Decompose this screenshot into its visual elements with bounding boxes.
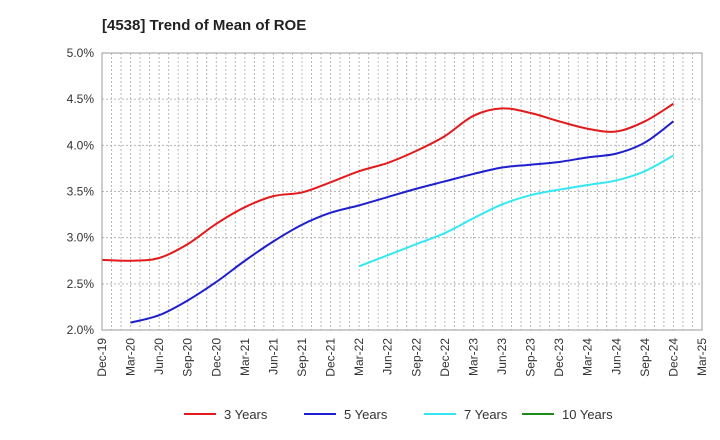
x-tick-label: Dec-24: [666, 338, 680, 377]
y-tick-label: 3.5%: [67, 185, 95, 199]
y-tick-label: 2.5%: [67, 277, 95, 291]
legend-label: 5 Years: [344, 407, 388, 422]
x-tick-label: Sep-24: [638, 338, 652, 377]
x-tick-label: Mar-22: [352, 338, 366, 376]
y-tick-label: 4.5%: [67, 92, 95, 106]
x-tick-label: Dec-22: [438, 338, 452, 377]
y-tick-label: 4.0%: [67, 138, 95, 152]
x-tick-label: Jun-24: [609, 338, 623, 375]
x-tick-label: Jun-21: [266, 338, 280, 375]
grid-lines: [102, 52, 702, 331]
legend: 3 Years 5 Years 7 Years 10 Years: [184, 407, 613, 422]
y-tick-label: 2.0%: [67, 323, 95, 337]
y-tick-label: 3.0%: [67, 231, 95, 245]
series-lines: [101, 102, 675, 324]
x-tick-label: Dec-19: [95, 338, 109, 377]
x-tick-label: Jun-23: [495, 338, 509, 375]
x-tick-label: Dec-20: [209, 338, 223, 377]
x-tick-label: Mar-20: [124, 338, 138, 376]
legend-label: 10 Years: [562, 407, 613, 422]
y-tick-label: 5.0%: [67, 46, 95, 60]
y-axis: 2.0% 2.5% 3.0% 3.5% 4.0% 4.5% 5.0%: [67, 46, 95, 337]
x-tick-label: Jun-20: [152, 338, 166, 375]
x-tick-label: Mar-21: [238, 338, 252, 376]
x-tick-label: Mar-24: [581, 338, 595, 376]
x-axis: Dec-19 Mar-20 Jun-20 Sep-20 Dec-20 Mar-21 Jun-…: [95, 338, 709, 377]
x-tick-label: Sep-20: [181, 338, 195, 377]
x-tick-label: Jun-22: [381, 338, 395, 375]
x-tick-label: Mar-23: [466, 338, 480, 376]
chart-title: [4538] Trend of Mean of ROE: [102, 17, 306, 34]
x-tick-label: Dec-21: [324, 338, 338, 377]
series-line-3: [358, 154, 674, 268]
x-tick-label: Dec-23: [552, 338, 566, 377]
x-tick-label: Sep-23: [524, 338, 538, 377]
x-tick-label: Mar-25: [695, 338, 709, 376]
legend-label: 3 Years: [224, 407, 268, 422]
series-line-2: [130, 120, 675, 324]
plot-frame: [101, 52, 703, 331]
series-line-1: [101, 102, 674, 262]
x-tick-label: Sep-22: [409, 338, 423, 377]
x-tick-label: Sep-21: [295, 338, 309, 377]
legend-label: 7 Years: [464, 407, 508, 422]
